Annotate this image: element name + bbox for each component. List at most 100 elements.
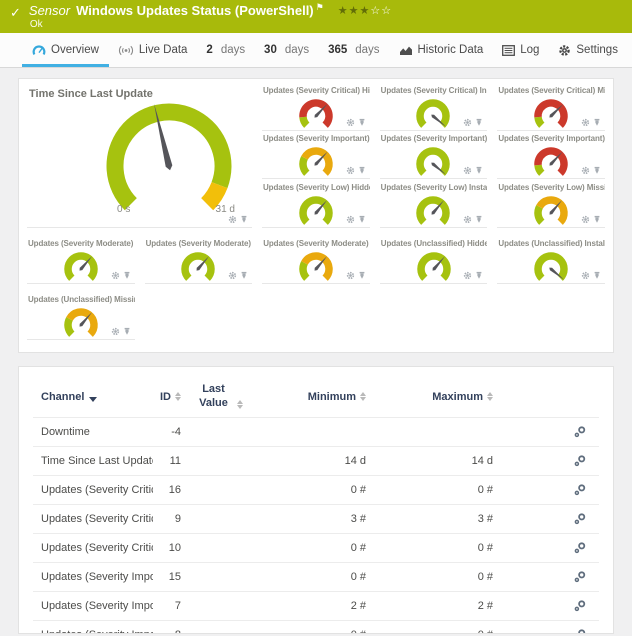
pin-icon[interactable] [593,215,601,224]
pin-icon[interactable] [475,271,483,280]
flag-icon[interactable]: ⚑ [315,2,324,12]
channel-settings-icon[interactable] [573,483,587,497]
channel-gauge-cell[interactable]: Updates (Severity Critical) Ins... [379,83,488,131]
table-row[interactable]: Updates (Severity Critic... 9 3 # 3 # [33,503,599,533]
gear-icon[interactable] [581,215,590,224]
channel-settings-icon[interactable] [573,541,587,555]
gear-icon[interactable] [228,215,237,224]
channel-name[interactable]: Updates (Severity Critic... [41,512,153,525]
channel-maximum: 0 # [366,629,493,634]
star-filled-icon[interactable]: ★ [348,5,360,17]
tab-historic-data[interactable]: Historic Data [395,33,488,67]
column-header-minimum[interactable]: Minimum [256,391,366,403]
column-header-maximum[interactable]: Maximum [366,391,493,403]
pin-icon[interactable] [240,271,248,280]
gear-icon[interactable] [463,166,472,175]
gear-icon[interactable] [111,327,120,336]
column-header-channel[interactable]: Channel [33,391,153,403]
channel-gauge-cell[interactable]: Updates (Severity Important) ... [379,131,488,180]
channel-maximum: 0 # [477,483,493,496]
gear-icon[interactable] [581,271,590,280]
pin-icon[interactable] [240,215,248,224]
tab-30-days[interactable]: 30 days [260,33,313,67]
channel-id: 10 [168,541,181,554]
tab-live-data[interactable]: Live Data [114,33,192,67]
tab-365-days-number: 365 [328,44,348,56]
channel-gauge-cell[interactable]: Updates (Severity Low) Install... [379,180,488,228]
channel-gauge-cell[interactable]: Updates (Severity Low) Missi... [497,180,605,228]
channel-name[interactable]: Updates (Severity Critic... [41,541,153,554]
channel-gauge-cell[interactable]: Updates (Severity Moderate) ... [262,236,370,284]
pin-icon[interactable] [123,327,131,336]
gear-icon[interactable] [463,215,472,224]
tab-365-days[interactable]: 365 days [324,33,383,67]
gear-icon[interactable] [346,166,355,175]
channel-gauge-cell[interactable]: Updates (Severity Critical) Hi... [262,83,370,131]
channel-gauge-cell[interactable]: Updates (Severity Critical) Mi... [497,83,605,131]
pin-icon[interactable] [593,166,601,175]
pin-icon[interactable] [358,271,366,280]
channel-gauge-cell[interactable]: Updates (Severity Low) Hidden [262,180,370,228]
pin-icon[interactable] [358,118,366,127]
star-empty-icon[interactable]: ☆ [370,5,382,17]
channel-gauge-title: Updates (Severity Critical) Hi... [263,86,370,95]
star-rating[interactable]: ★★★☆☆ [338,4,392,17]
gear-icon[interactable] [581,166,590,175]
gear-icon[interactable] [463,271,472,280]
column-header-last-value[interactable]: Last Value [181,383,256,411]
gear-icon[interactable] [346,271,355,280]
table-row[interactable]: Updates (Severity Impo... 15 0 # 0 # [33,561,599,591]
pin-icon[interactable] [593,271,601,280]
gear-icon[interactable] [581,118,590,127]
channel-gauge-cell[interactable]: Updates (Unclassified) Hidden [379,236,488,284]
gear-icon[interactable] [228,271,237,280]
channel-minimum: 0 # [350,483,366,496]
historic-data-chart-icon [399,46,412,55]
star-empty-icon[interactable]: ☆ [381,5,393,17]
tab-log[interactable]: Log [498,33,543,67]
tab-overview[interactable]: Overview [22,33,109,67]
channel-settings-icon[interactable] [573,425,587,439]
column-header-id[interactable]: ID [153,391,181,403]
channel-gauge-cell[interactable]: Updates (Severity Important) ... [262,131,370,180]
pin-icon[interactable] [358,215,366,224]
channel-settings-icon[interactable] [573,454,587,468]
channel-gauge-cell[interactable]: Updates (Unclassified) Missing [27,292,135,340]
gear-icon[interactable] [346,215,355,224]
channel-name[interactable]: Time Since Last Update [41,454,153,467]
pin-icon[interactable] [358,166,366,175]
table-row[interactable]: Time Since Last Update 11 14 d 14 d [33,445,599,475]
gear-icon[interactable] [463,118,472,127]
channel-gauge-cell[interactable]: Updates (Severity Moderate) ... [27,236,135,284]
table-row[interactable]: Updates (Severity Critic... 10 0 # 0 # [33,532,599,562]
channel-gauge-cell[interactable]: Updates (Severity Important) ... [497,131,605,180]
gear-icon[interactable] [111,271,120,280]
channel-settings-icon[interactable] [573,512,587,526]
channel-gauge-cell[interactable]: Updates (Severity Moderate) I... [144,236,253,284]
channel-name[interactable]: Updates (Severity Impo... [41,570,153,583]
channel-gauge-cell[interactable]: Updates (Unclassified) Install... [497,236,605,284]
pin-icon[interactable] [475,166,483,175]
star-filled-icon[interactable]: ★ [337,5,349,17]
table-row[interactable]: Updates (Severity Impo... 7 2 # 2 # [33,590,599,620]
pin-icon[interactable] [123,271,131,280]
gear-icon[interactable] [346,118,355,127]
channel-settings-icon[interactable] [573,628,587,635]
channel-name[interactable]: Updates (Severity Impo... [33,629,153,634]
tab-settings[interactable]: Settings [554,33,622,67]
tab-2-days[interactable]: 2 days [202,33,249,67]
table-row[interactable]: Updates (Severity Impo... 8 0 # 0 # [33,619,599,635]
pin-icon[interactable] [475,215,483,224]
channel-name[interactable]: Updates (Severity Critic... [41,483,153,496]
channel-settings-icon[interactable] [573,599,587,613]
star-filled-icon[interactable]: ★ [359,5,371,17]
channel-name[interactable]: Downtime [41,425,90,438]
settings-gear-icon [559,44,571,56]
pin-icon[interactable] [593,118,601,127]
channel-name[interactable]: Updates (Severity Impo... [41,599,153,612]
main-gauge-cell[interactable]: Time Since Last Update 0 s 31 d [27,83,252,228]
table-row[interactable]: Updates (Severity Critic... 16 0 # 0 # [33,474,599,504]
pin-icon[interactable] [475,118,483,127]
table-row[interactable]: Downtime -4 [33,416,599,446]
channel-settings-icon[interactable] [573,570,587,584]
